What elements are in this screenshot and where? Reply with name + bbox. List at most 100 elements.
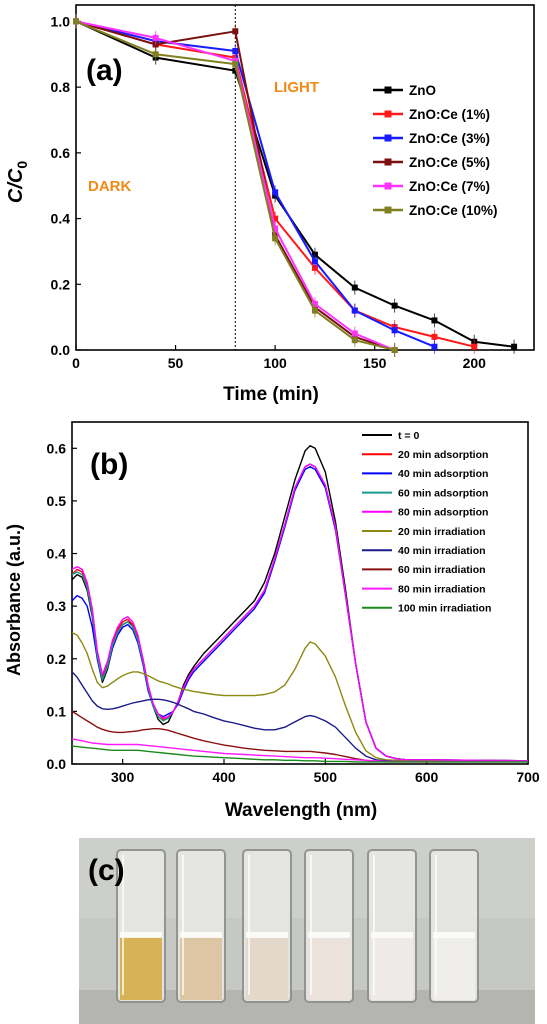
chart-b-series-line <box>71 745 528 763</box>
chart-a-y-tick-label: 1.0 <box>51 13 71 29</box>
chart-a-data-point <box>351 307 358 314</box>
chart-a-y-tick-label: 0.6 <box>51 145 71 161</box>
chart-a-data-point <box>311 307 318 314</box>
chart-a-x-tick-label: 100 <box>263 355 287 371</box>
cuvette-liquid <box>120 937 162 1000</box>
chart-a-data-point <box>272 235 279 242</box>
chart-b-y-ticks: 0.0 0.1 0.2 0.3 0.4 0.5 0.6 <box>47 440 77 772</box>
chart-b-legend-label: 100 min irradiation <box>398 603 491 615</box>
chart-b-y-tick-label: 0.6 <box>47 440 67 456</box>
chart-a-data-point <box>272 215 279 222</box>
chart-b-series-line <box>71 738 528 763</box>
chart-a-legend-label: ZnO:Ce (5%) <box>409 155 490 170</box>
chart-a: 0 50 100 150 200 0.0 0.2 0.4 0.6 0.8 1.0 ZnO ZnO:C… <box>5 4 535 405</box>
chart-a-x-ticks: 0 50 100 150 200 <box>72 345 486 371</box>
photo-c: (c) <box>79 838 535 1024</box>
chart-a-y-axis-label-main: C/C <box>5 168 27 203</box>
chart-a-y-tick-label: 0.8 <box>51 79 71 95</box>
chart-a-data-point <box>431 343 438 350</box>
chart-b-x-tick-label: 500 <box>314 769 338 785</box>
chart-b-series-group <box>71 445 529 763</box>
cuvette-liquid <box>246 937 288 1000</box>
chart-a-legend-marker <box>384 86 392 94</box>
chart-a-data-point <box>391 302 398 309</box>
chart-a-data-point <box>73 18 79 25</box>
chart-a-x-axis-label: Time (min) <box>223 384 319 405</box>
chart-a-plot-frame <box>75 4 535 351</box>
chart-a-series-group <box>73 14 518 357</box>
chart-b-x-ticks: 300 400 500 600 700 <box>111 759 540 785</box>
chart-a-y-ticks: 0.0 0.2 0.4 0.6 0.8 1.0 <box>51 13 81 358</box>
chart-b-series-line <box>71 671 528 763</box>
chart-a-panel-label: (a) <box>86 54 123 87</box>
cuvette-liquid <box>308 937 350 1000</box>
chart-a-data-point <box>391 327 398 334</box>
chart-a-data-point <box>272 225 279 232</box>
chart-a-x-tick-label: 150 <box>363 355 387 371</box>
chart-a-x-tick-label: 50 <box>168 355 184 371</box>
chart-a-legend-marker <box>384 182 392 190</box>
chart-b-x-tick-label: 600 <box>415 769 439 785</box>
chart-b-x-axis-label: Wavelength (nm) <box>225 800 377 821</box>
chart-b-y-tick-label: 0.0 <box>47 756 67 772</box>
chart-b-x-tick-label: 400 <box>212 769 236 785</box>
chart-b-legend-label: 40 min adsorption <box>398 468 488 480</box>
cuvette-meniscus <box>371 932 413 938</box>
chart-a-data-point <box>431 317 438 324</box>
chart-a-data-point <box>311 258 318 265</box>
chart-a-legend-label: ZnO:Ce (1%) <box>409 107 490 122</box>
chart-a-data-point <box>232 28 239 35</box>
chart-a-data-point <box>232 48 239 54</box>
chart-b-legend-label: 60 min irradiation <box>398 564 486 576</box>
cuvette-meniscus <box>433 932 475 938</box>
chart-b-y-tick-label: 0.1 <box>47 703 67 719</box>
chart-a-data-point <box>152 51 159 58</box>
chart-a-y-axis-label-sub: 0 <box>14 161 30 169</box>
chart-b-y-axis-label: Absorbance (a.u.) <box>4 524 24 676</box>
chart-a-legend-marker <box>384 158 392 166</box>
chart-a-legend-label: ZnO <box>409 83 436 98</box>
chart-b-series-line <box>71 631 528 763</box>
cuvette-row <box>116 849 479 1003</box>
chart-a-y-tick-label: 0.2 <box>51 276 71 292</box>
chart-a-light-label: LIGHT <box>274 79 319 96</box>
chart-a-data-point <box>471 343 478 350</box>
chart-a-data-point <box>351 337 358 344</box>
chart-b-legend-label: 20 min adsorption <box>398 449 488 461</box>
cuvette-meniscus <box>308 932 350 938</box>
chart-b-legend-label: t = 0 <box>398 430 419 442</box>
chart-a-x-tick-label: 200 <box>463 355 487 371</box>
cuvette-liquid <box>180 937 222 1000</box>
chart-a-x-tick-label: 0 <box>72 355 80 371</box>
chart-b-y-tick-label: 0.5 <box>47 493 67 509</box>
chart-b-legend-label: 40 min irradiation <box>398 545 486 557</box>
chart-b-x-tick-label: 700 <box>516 769 540 785</box>
chart-b-legend-label: 60 min adsorption <box>398 487 488 499</box>
chart-a-legend-label: ZnO:Ce (10%) <box>409 203 498 218</box>
photo-panel-label: (c) <box>88 854 125 887</box>
chart-b-series-line <box>71 463 529 762</box>
cuvette-liquid <box>433 937 475 1000</box>
cuvette-liquid <box>371 937 413 1000</box>
cuvette-meniscus <box>246 932 288 938</box>
cuvette-meniscus <box>180 932 222 938</box>
cuvette-meniscus <box>120 932 162 938</box>
chart-a-legend-marker <box>384 206 392 214</box>
chart-b: 300 400 500 600 700 0.0 0.1 0.2 0.3 0.4 0.5 0.6 t … <box>4 421 540 821</box>
chart-a-legend-marker <box>384 110 392 118</box>
chart-b-series-line <box>71 710 528 763</box>
chart-a-data-point <box>232 61 239 68</box>
chart-a-y-tick-label: 0.4 <box>51 211 71 227</box>
chart-b-legend-label: 20 min irradiation <box>398 526 486 538</box>
chart-b-legend: t = 0 20 min adsorption 40 min adsorption 6… <box>362 430 491 615</box>
chart-a-dark-label: DARK <box>88 178 131 195</box>
chart-a-y-tick-label: 0.0 <box>51 342 71 358</box>
chart-b-legend-label: 80 min adsorption <box>398 507 488 519</box>
chart-a-data-point <box>431 333 438 340</box>
chart-b-legend-label: 80 min irradiation <box>398 583 486 595</box>
chart-a-legend: ZnO ZnO:Ce (1%) ZnO:Ce (3%) ZnO:Ce (5%) ZnO:… <box>373 83 498 218</box>
chart-a-data-point <box>152 34 159 41</box>
chart-a-legend-label: ZnO:Ce (3%) <box>409 131 490 146</box>
chart-b-y-tick-label: 0.2 <box>47 651 67 667</box>
